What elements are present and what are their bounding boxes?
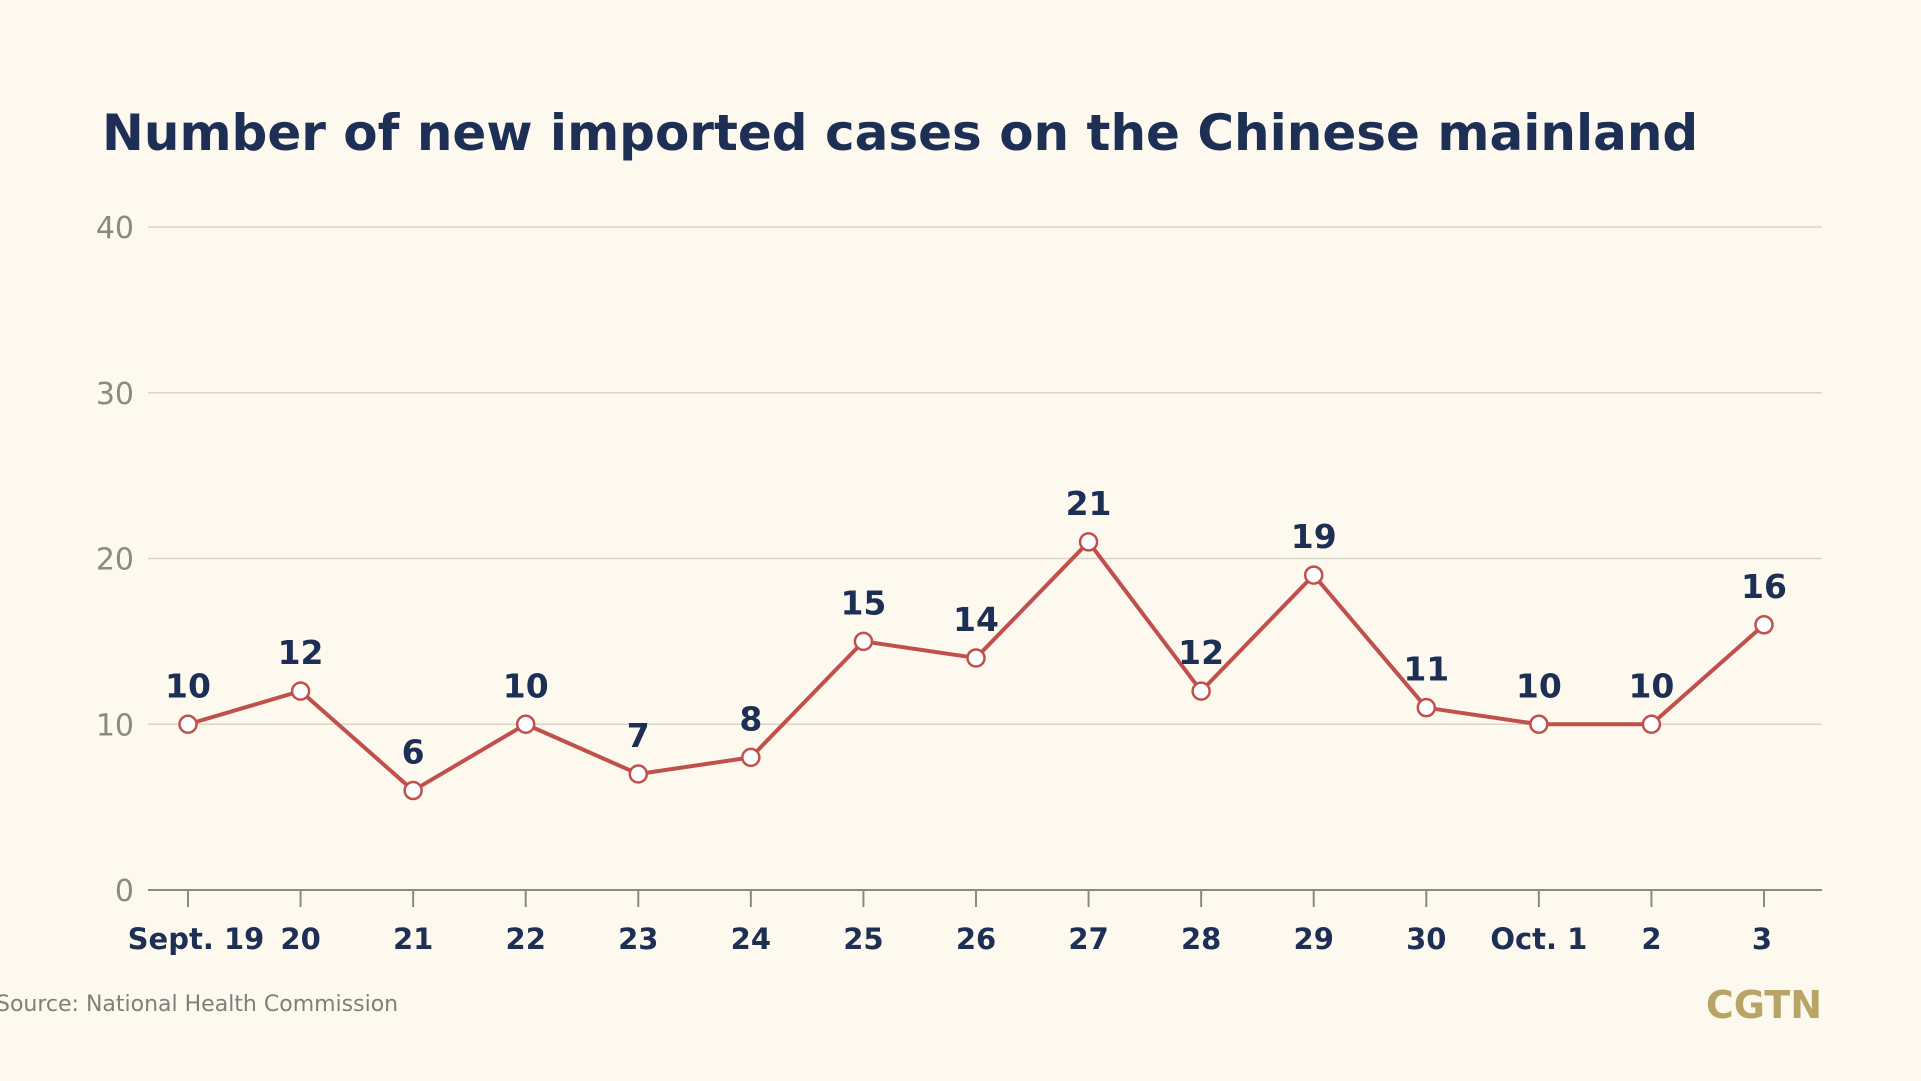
- chart-title: Number of new imported cases on the Chin…: [102, 104, 1698, 162]
- data-label: 12: [1178, 633, 1224, 672]
- data-point: [403, 780, 423, 801]
- data-label: 11: [1403, 650, 1449, 689]
- data-label: 10: [165, 666, 211, 705]
- data-point: [628, 764, 649, 784]
- x-tick-label: 2: [1641, 922, 1661, 956]
- data-label: 8: [739, 699, 762, 738]
- data-point: [853, 631, 874, 652]
- data-point: [966, 648, 986, 668]
- data-point: [178, 714, 198, 734]
- data-point: [1641, 714, 1662, 734]
- x-tick-label: 30: [1406, 922, 1446, 956]
- data-point: [741, 747, 761, 768]
- x-tick-label: 27: [1068, 922, 1108, 956]
- x-tick-label: Sept. 19: [128, 922, 265, 956]
- x-tick-label: 23: [618, 922, 658, 956]
- x-tick-label: 29: [1294, 922, 1334, 956]
- x-tick-label: 26: [956, 922, 996, 956]
- data-labels: 10 12 6 10 7 8 15 14 21 12 19 11 10 10 16: [165, 484, 1787, 772]
- x-tick-label: 20: [280, 922, 320, 956]
- data-point: [1303, 565, 1324, 585]
- data-label: 16: [1741, 567, 1787, 606]
- data-label: 14: [953, 600, 999, 639]
- data-point: [1191, 681, 1211, 701]
- cgtn-logo: CGTN: [1706, 983, 1822, 1027]
- x-tick-label: Oct. 1: [1490, 922, 1587, 956]
- x-tick-label: 28: [1181, 922, 1221, 956]
- y-tick-label: 40: [96, 211, 134, 246]
- data-label: 19: [1291, 517, 1337, 556]
- data-label: 15: [840, 583, 886, 622]
- x-tick-label: 21: [393, 922, 433, 956]
- source-note: Source: National Health Commission: [0, 992, 398, 1017]
- y-tick-label: 20: [96, 543, 134, 578]
- data-label: 10: [1516, 666, 1562, 705]
- data-point: [290, 681, 311, 701]
- data-point: [1754, 615, 1774, 635]
- data-point: [1529, 714, 1549, 734]
- y-tick-label: 30: [96, 377, 134, 412]
- x-tick-label: 22: [506, 922, 546, 956]
- data-point: [1416, 697, 1437, 718]
- x-tick-label: 3: [1752, 922, 1772, 956]
- data-points: [178, 532, 1774, 801]
- y-axis-ticks: 0 10 20 30 40: [96, 211, 134, 909]
- x-tick-label: 25: [843, 922, 883, 956]
- data-label: 7: [627, 716, 650, 755]
- y-tick-label: 0: [115, 874, 134, 909]
- data-point: [515, 714, 536, 734]
- data-label: 10: [503, 666, 549, 705]
- x-tick-label: 24: [731, 922, 771, 956]
- data-label: 21: [1066, 484, 1112, 523]
- data-label: 6: [402, 733, 425, 772]
- data-label: 12: [278, 633, 324, 672]
- y-tick-label: 10: [96, 708, 134, 743]
- data-label: 10: [1628, 666, 1674, 705]
- data-point: [1078, 532, 1099, 552]
